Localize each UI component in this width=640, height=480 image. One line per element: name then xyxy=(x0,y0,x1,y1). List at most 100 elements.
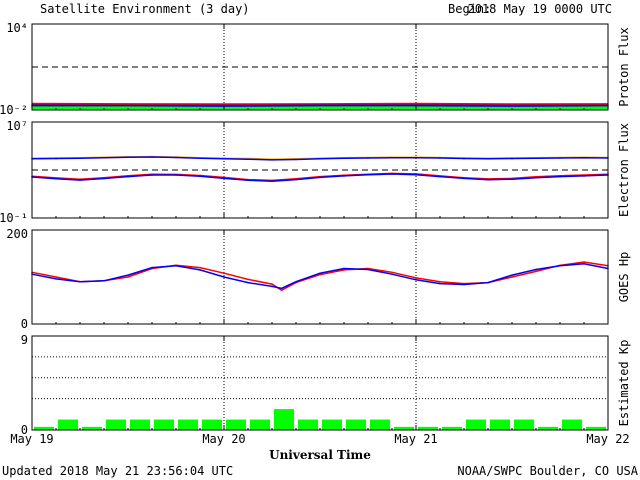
data-point xyxy=(151,174,153,176)
data-point xyxy=(367,268,369,271)
data-point xyxy=(199,157,201,160)
kp-bar xyxy=(274,409,294,430)
kp-bar xyxy=(562,419,582,430)
y-axis-label: GOES Hp xyxy=(617,252,631,303)
data-point xyxy=(103,177,105,180)
data-point xyxy=(463,177,465,180)
kp-bar xyxy=(130,419,150,430)
panel-frame xyxy=(31,335,609,431)
data-point xyxy=(79,280,81,283)
data-point xyxy=(511,105,513,108)
data-point xyxy=(511,276,513,278)
kp-bar xyxy=(370,419,390,430)
data-point xyxy=(511,157,513,160)
source-text: NOAA/SWPC Boulder, CO USA xyxy=(457,464,638,478)
figure-title: Satellite Environment (3 day) xyxy=(40,2,250,16)
kp-bar xyxy=(106,419,126,430)
data-point xyxy=(583,263,585,265)
data-point xyxy=(271,159,273,161)
data-point xyxy=(247,278,249,281)
x-tick-label-may19: May 19 xyxy=(10,432,53,446)
kp-bar xyxy=(178,419,198,430)
data-point xyxy=(535,157,537,160)
kp-bar xyxy=(586,426,606,430)
panel-frame xyxy=(31,23,609,111)
data-point xyxy=(367,173,369,176)
data-point xyxy=(319,158,321,160)
kp-bar xyxy=(154,419,174,430)
data-point xyxy=(151,266,153,269)
data-point xyxy=(511,274,513,276)
data-point xyxy=(391,156,393,159)
data-point xyxy=(415,156,417,159)
data-point xyxy=(487,281,489,284)
x-tick-label-may22: May 22 xyxy=(586,432,629,446)
series-line-red xyxy=(31,261,609,292)
data-point xyxy=(55,278,57,280)
data-point xyxy=(295,178,297,181)
data-point xyxy=(415,277,417,279)
data-point xyxy=(247,179,249,182)
data-point xyxy=(127,274,129,276)
data-point xyxy=(175,156,177,159)
data-point xyxy=(319,273,321,276)
data-point xyxy=(487,158,489,160)
begin-label: Begin: xyxy=(448,2,491,16)
data-point xyxy=(223,177,225,180)
data-point xyxy=(463,283,465,286)
data-point xyxy=(295,280,297,283)
y-axis-label: Estimated Kp xyxy=(617,340,631,427)
updated-text: Updated 2018 May 21 23:56:04 UTC xyxy=(2,464,233,478)
kp-bar xyxy=(250,419,270,430)
data-point xyxy=(343,157,345,160)
y-tick-label: 0 xyxy=(21,423,28,437)
data-point xyxy=(391,273,393,275)
goes-hp-panel: 200 0 GOES Hp xyxy=(6,227,631,331)
data-point xyxy=(535,270,537,273)
data-point xyxy=(271,180,273,183)
x-tick-label-may20: May 20 xyxy=(202,432,245,446)
data-point xyxy=(247,281,249,284)
data-point xyxy=(559,157,561,159)
kp-bar xyxy=(418,426,438,430)
data-point xyxy=(367,157,369,159)
data-point xyxy=(280,289,283,291)
kp-bar xyxy=(58,419,78,430)
kp-bar xyxy=(490,419,510,430)
data-point xyxy=(319,176,321,179)
data-point xyxy=(103,279,105,282)
data-point xyxy=(559,175,561,178)
data-point xyxy=(439,175,441,178)
kp-bar xyxy=(538,426,558,430)
electron-flux-panel: 10⁷ 10⁻¹ Electron Flux xyxy=(0,119,631,225)
data-point xyxy=(127,276,129,278)
data-point xyxy=(55,276,57,278)
data-point xyxy=(343,269,345,271)
data-point xyxy=(127,175,129,178)
kp-bar xyxy=(466,419,486,430)
data-point xyxy=(175,264,177,267)
y-tick-label: 9 xyxy=(21,333,28,347)
data-point xyxy=(271,285,273,288)
data-point xyxy=(439,280,441,283)
kp-bar xyxy=(202,419,222,430)
data-point xyxy=(415,173,417,176)
data-point xyxy=(247,158,249,160)
data-point xyxy=(175,174,177,176)
data-point xyxy=(559,264,561,267)
y-axis-label: Electron Flux xyxy=(617,123,631,217)
data-point xyxy=(463,157,465,160)
y-tick-label: 10⁴ xyxy=(6,21,28,35)
y-tick-label: 10⁷ xyxy=(6,119,28,133)
kp-bar xyxy=(514,419,534,430)
y-tick-label: 200 xyxy=(6,227,28,241)
data-point xyxy=(343,175,345,177)
y-axis-label: Proton Flux xyxy=(617,27,631,106)
begin-value: 2018 May 19 0000 UTC xyxy=(468,2,613,16)
data-point xyxy=(535,268,537,271)
data-point xyxy=(487,178,489,181)
data-point xyxy=(79,157,81,160)
data-point xyxy=(223,272,225,275)
kp-bar xyxy=(34,426,54,430)
